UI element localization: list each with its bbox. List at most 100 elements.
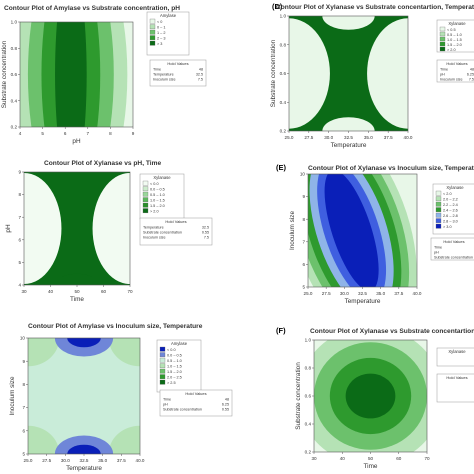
legend-swatch xyxy=(159,357,166,363)
contour-plot-svg: Contour Plot of Amylase vs Inoculum size… xyxy=(9,323,233,472)
contour-region xyxy=(108,338,140,367)
hold-value-name: Temperature xyxy=(143,226,164,230)
contour-region xyxy=(67,444,101,454)
legend-swatch xyxy=(149,35,156,41)
x-tick-label: 27.5 xyxy=(42,458,51,463)
hold-value-name: Temperature xyxy=(153,73,174,77)
legend-entry-label: 0.5 – 1.0 xyxy=(150,193,165,197)
hold-value-name: Substrate concentration xyxy=(143,231,182,235)
legend-entry-label: 2 – 3 xyxy=(157,37,165,41)
legend-entry-label: 1.5 – 2.0 xyxy=(150,204,165,208)
contour-plot-svg: (F) Contour Plot of Xylanase vs Substrate… xyxy=(276,326,474,470)
legend-swatch xyxy=(159,374,166,380)
y-tick-label: 0.8 xyxy=(305,366,312,371)
contour-region xyxy=(108,425,140,454)
hold-value-name: Inoculum size xyxy=(153,78,176,82)
x-tick-label: 70 xyxy=(127,289,133,294)
contour-region xyxy=(324,174,379,287)
x-tick-label: 40.0 xyxy=(404,135,413,140)
legend-entry-label: > 3.0 xyxy=(443,225,452,229)
legend-entry-label: 2.0 – 2.2 xyxy=(443,198,458,202)
hold-value-name: Time xyxy=(163,398,171,402)
y-tick-label: 0.4 xyxy=(280,100,287,105)
legend-title: Amylase xyxy=(171,341,188,346)
hold-value-name: Substrate concentration xyxy=(434,256,473,260)
legend-swatch xyxy=(439,41,446,47)
contour-plot-svg: Contour Plot of Amylase vs Substrate con… xyxy=(1,5,207,145)
legend-entry-label: < 0.0 xyxy=(150,182,159,186)
hold-value-amount: 32.5 xyxy=(196,73,203,77)
y-tick-label: 9 xyxy=(302,194,305,199)
y-tick-label: 5 xyxy=(302,285,305,290)
chart-title: Contour Plot of Xylanase vs Substrate co… xyxy=(310,328,474,335)
contour-region xyxy=(24,172,62,285)
chart-title: Contour Plot of Amylase vs Inoculum size… xyxy=(28,323,203,330)
hold-value-amount: 7.5 xyxy=(204,236,209,240)
hold-value-amount: 7.5 xyxy=(469,78,474,82)
legend-swatch xyxy=(435,223,442,229)
panel-letter: (F) xyxy=(276,326,286,335)
y-tick-label: 7 xyxy=(302,239,305,244)
hold-value-name: pH xyxy=(434,251,439,255)
legend-swatch xyxy=(159,363,166,369)
hold-value-name: Substrate concentration xyxy=(163,408,202,412)
hold-values-box xyxy=(430,237,474,261)
x-tick-label: 4 xyxy=(19,131,22,136)
hold-value-name: Inoculum size xyxy=(440,78,463,82)
x-tick-label: 35.0 xyxy=(98,458,107,463)
legend-swatch xyxy=(142,186,149,192)
x-tick-label: 9 xyxy=(132,131,135,136)
legend-swatch xyxy=(149,29,156,35)
legend-swatch xyxy=(142,191,149,197)
legend-entry-label: < 0.0 xyxy=(167,348,176,352)
x-tick-label: 30.0 xyxy=(324,135,333,140)
legend-swatch xyxy=(159,379,166,385)
contour-region xyxy=(322,16,375,30)
hold-value-name: pH xyxy=(440,73,445,77)
x-tick-label: 40.0 xyxy=(413,291,422,296)
y-tick-label: 6 xyxy=(18,237,21,242)
contour-region xyxy=(55,22,87,127)
y-tick-label: 7 xyxy=(18,215,21,220)
hold-values-title: Hold Values xyxy=(446,375,467,380)
hold-values-title: Hold Values xyxy=(185,391,206,396)
y-tick-label: 0.4 xyxy=(11,98,18,103)
legend-swatch xyxy=(149,24,156,30)
x-tick-label: 30 xyxy=(21,289,27,294)
y-tick-label: 0.4 xyxy=(305,422,312,427)
contour-plot-svg: (D)Contour Plot of Xylanase vs Substrate… xyxy=(270,2,474,149)
legend-entry-label: 0 – 1 xyxy=(157,26,165,30)
panel-letter: (D) xyxy=(272,2,283,11)
x-axis-label: Temperature xyxy=(345,298,381,305)
contour-region-group xyxy=(289,16,408,131)
x-tick-label: 32.5 xyxy=(358,291,367,296)
x-tick-label: 32.5 xyxy=(344,135,353,140)
y-tick-label: 0.6 xyxy=(280,71,287,76)
legend-entry-label: 2.0 – 2.5 xyxy=(167,376,182,380)
contour-region xyxy=(92,172,130,285)
legend-title: Xylanase xyxy=(153,175,171,180)
x-tick-label: 32.5 xyxy=(80,458,89,463)
legend-entry-label: 2.4 – 2.6 xyxy=(443,209,458,213)
y-axis-label: Inoculum size xyxy=(289,211,296,251)
x-tick-label: 40 xyxy=(48,289,54,294)
legend-swatch xyxy=(439,36,446,42)
contour-region-group xyxy=(24,172,130,285)
contour-region-group xyxy=(314,340,427,452)
x-tick-label: 35.0 xyxy=(364,135,373,140)
panel-d-xylanase-substrate-temperature: (D) Contour Plot of Xylanase vs Substrate… xyxy=(262,0,474,158)
y-axis-label: Substrate concentration xyxy=(1,40,8,108)
legend-swatch xyxy=(149,18,156,24)
x-tick-label: 30.0 xyxy=(61,458,70,463)
x-axis-label: Time xyxy=(70,296,84,303)
legend-title: Xylanase xyxy=(446,185,464,190)
legend-box xyxy=(436,347,474,367)
legend-entry-label: 1.5 – 2.0 xyxy=(167,370,182,374)
hold-value-amount: 7.5 xyxy=(198,78,203,82)
x-tick-label: 40 xyxy=(340,456,346,461)
hold-value-name: pH xyxy=(163,403,168,407)
panel-amylase-substrate-ph: Contour Plot of Amylase vs Substrate con… xyxy=(0,0,237,158)
x-axis-label: Temperature xyxy=(66,465,102,472)
legend-title: Xylanase xyxy=(448,21,466,26)
